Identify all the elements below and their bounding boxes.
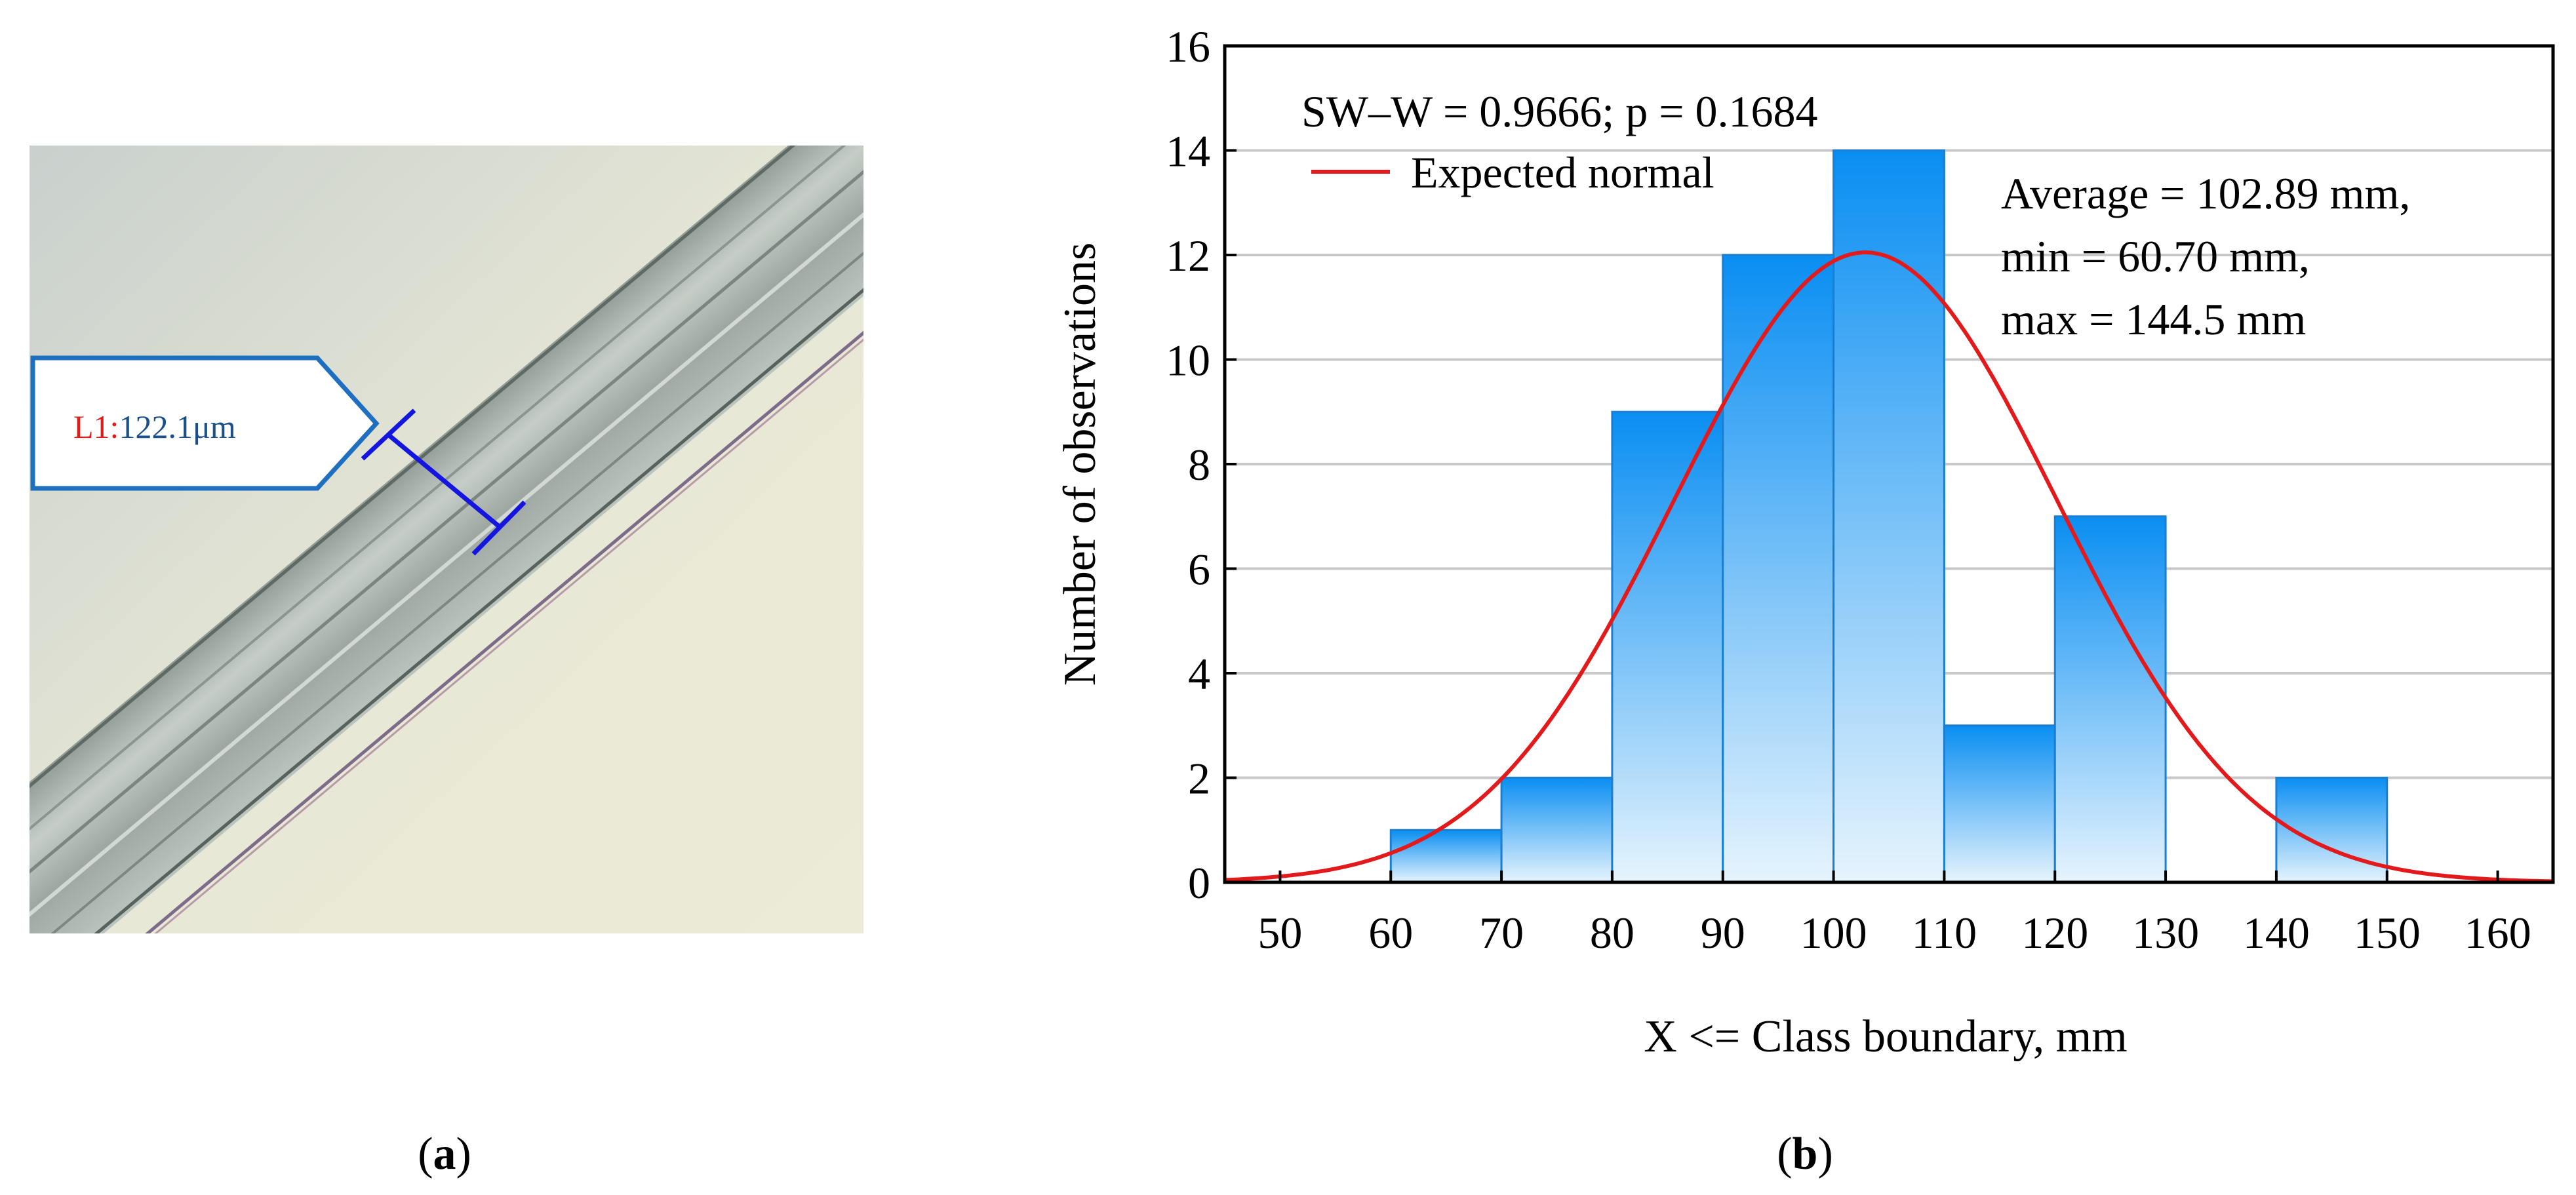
- shapiro-wilk-stats: SW–W = 0.9666; p = 0.1684: [1301, 87, 1818, 136]
- histogram-bar: [1943, 724, 2056, 884]
- histogram-bar: [1722, 254, 1835, 884]
- panel-a-caption: (a): [418, 1129, 471, 1179]
- y-axis-label: Number of observations: [1055, 243, 1105, 686]
- y-tick-label: 6: [1188, 545, 1210, 595]
- micrograph-image: [30, 146, 863, 933]
- measurement-label: L1:122.1μm: [73, 408, 236, 445]
- panel-a: L1:122.1μm (a): [30, 146, 863, 1179]
- measurement-id: L1:: [73, 408, 119, 445]
- histogram-bar: [1833, 149, 1945, 884]
- x-tick-label: 110: [1912, 908, 1977, 958]
- legend-label: Expected normal: [1411, 147, 1714, 197]
- x-tick-label: 80: [1590, 908, 1635, 958]
- y-tick-label: 14: [1166, 127, 1210, 176]
- histogram-bars: [1389, 149, 2388, 884]
- x-tick-label: 130: [2132, 908, 2199, 958]
- y-tick-label: 8: [1188, 440, 1210, 490]
- measurement-marker: [361, 408, 526, 556]
- histogram-bar: [1611, 410, 1724, 884]
- y-tick-label: 10: [1166, 336, 1210, 385]
- expected-normal-curve: [1224, 250, 2554, 884]
- panel-b-caption: (b): [1777, 1129, 1833, 1179]
- y-ticks: 0 2 4 6 8 10 12 14 16: [1166, 22, 1237, 908]
- histogram-bar: [1389, 829, 1503, 884]
- x-ticks: 50 60 70 80 90 100 110 120 130 140 150 160: [1258, 871, 2531, 958]
- x-tick-label: 90: [1701, 908, 1745, 958]
- annotation-max: max = 144.5 mm: [2001, 294, 2306, 344]
- x-tick-label: 60: [1368, 908, 1413, 958]
- histogram-bar: [2053, 515, 2167, 884]
- y-tick-label: 12: [1166, 231, 1210, 281]
- x-tick-label: 100: [1800, 908, 1867, 958]
- y-tick-label: 2: [1188, 754, 1210, 804]
- histogram-bar: [1500, 777, 1614, 884]
- x-tick-label: 120: [2021, 908, 2088, 958]
- y-tick-label: 16: [1166, 22, 1210, 71]
- x-tick-label: 150: [2354, 908, 2421, 958]
- y-tick-label: 4: [1188, 649, 1210, 699]
- x-axis-label: X <= Class boundary, mm: [1644, 1011, 2127, 1062]
- x-tick-label: 70: [1479, 908, 1524, 958]
- x-tick-label: 140: [2243, 908, 2310, 958]
- annotation-average: Average = 102.89 mm,: [2001, 168, 2410, 218]
- x-tick-label: 50: [1258, 908, 1302, 958]
- measurement-callout: [30, 355, 380, 491]
- x-tick-label: 160: [2465, 908, 2531, 958]
- panel-b: 0 2 4 6 8 10 12 14 16 50 60 70 80 90 100 110 120 130 140 1…: [1055, 22, 2555, 1179]
- annotation-min: min = 60.70 mm,: [2001, 231, 2310, 281]
- y-tick-label: 0: [1188, 858, 1210, 908]
- measurement-value: 122.1μm: [119, 408, 235, 445]
